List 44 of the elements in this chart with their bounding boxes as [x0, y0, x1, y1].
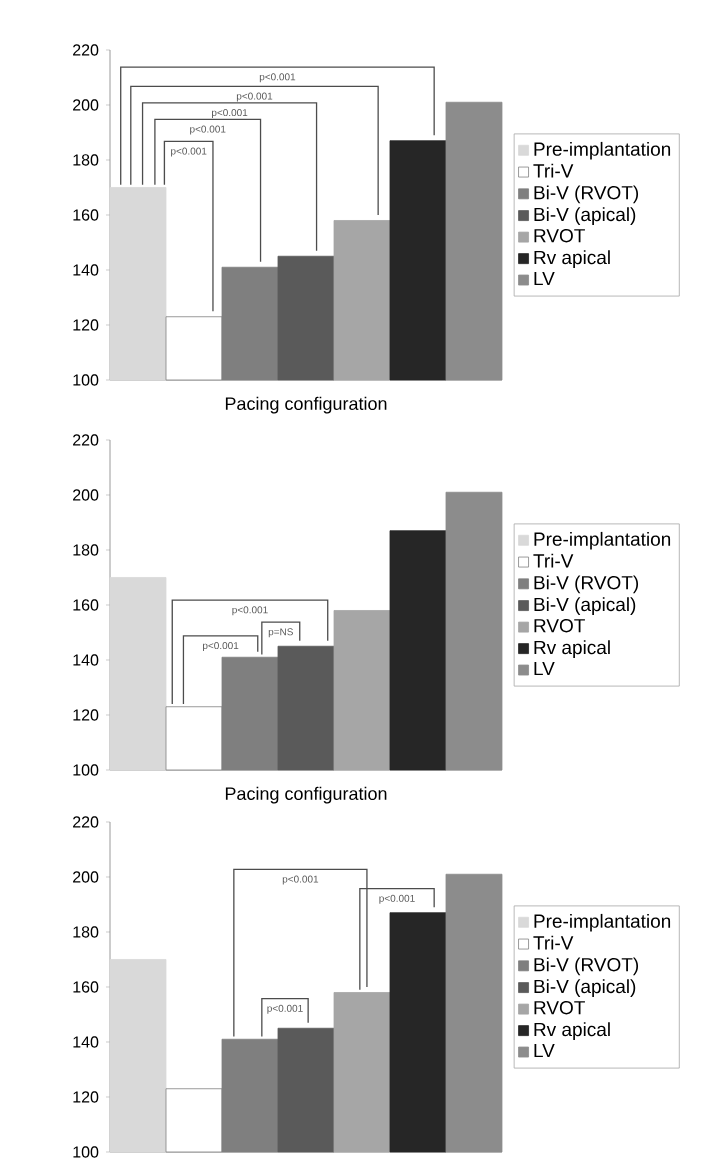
- legend-label: Bi-V (RVOT): [534, 185, 639, 204]
- legend-label: LV: [534, 272, 555, 286]
- y-tick-label: 140: [73, 1036, 99, 1048]
- legend-label: Bi-V (apical): [534, 597, 636, 615]
- y-tick-label: 160: [73, 599, 99, 611]
- y-tick-label: 180: [73, 154, 99, 166]
- legend-label: LV: [534, 1044, 555, 1058]
- y-tick-label: 200: [73, 871, 99, 883]
- x-axis-title: Pacing configuration: [225, 396, 387, 414]
- legend-label: RVOT: [534, 1000, 585, 1015]
- legend-label: Bi-V (apical): [534, 207, 636, 225]
- legend-label: Rv apical: [534, 640, 610, 658]
- y-tick-label: 180: [73, 926, 99, 938]
- legend-label: Bi-V (apical): [534, 979, 636, 997]
- legend-label: Bi-V (RVOT): [534, 957, 639, 976]
- legend-label: Tri-V: [533, 935, 574, 950]
- legend-label: Rv apical: [534, 250, 610, 268]
- legend-label: LV: [534, 662, 555, 676]
- y-tick-label: 220: [73, 44, 99, 56]
- y-tick-label: 140: [73, 654, 99, 666]
- legend-label: Pre-implantation: [534, 913, 671, 932]
- legend-label: RVOT: [534, 228, 585, 243]
- legend-label: Bi-V (RVOT): [534, 575, 639, 594]
- y-tick-label: 120: [73, 1091, 99, 1103]
- y-tick-label: 120: [73, 709, 99, 721]
- y-tick-label: 200: [73, 489, 99, 501]
- legend-label: Tri-V: [533, 553, 574, 568]
- legend-label: RVOT: [534, 618, 585, 633]
- y-tick-label: 180: [73, 544, 99, 556]
- legend-label: Pre-implantation: [534, 141, 671, 160]
- y-tick-label: 100: [73, 374, 99, 386]
- y-tick-label: 220: [73, 434, 99, 446]
- legend-label: Pre-implantation: [534, 531, 671, 550]
- y-tick-label: 200: [73, 99, 99, 111]
- legend-label: Tri-V: [533, 163, 574, 178]
- y-tick-label: 160: [73, 209, 99, 221]
- legend-label: Rv apical: [534, 1022, 610, 1040]
- y-tick-label: 140: [73, 264, 99, 276]
- y-tick-label: 100: [73, 764, 99, 776]
- y-tick-label: 220: [73, 816, 99, 828]
- y-tick-label: 160: [73, 981, 99, 993]
- x-axis-title: Pacing configuration: [225, 786, 387, 804]
- y-tick-label: 120: [73, 319, 99, 331]
- y-tick-label: 100: [73, 1146, 99, 1158]
